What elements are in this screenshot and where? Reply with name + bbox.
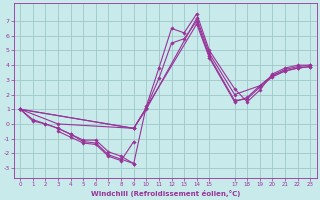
X-axis label: Windchill (Refroidissement éolien,°C): Windchill (Refroidissement éolien,°C) xyxy=(91,190,240,197)
